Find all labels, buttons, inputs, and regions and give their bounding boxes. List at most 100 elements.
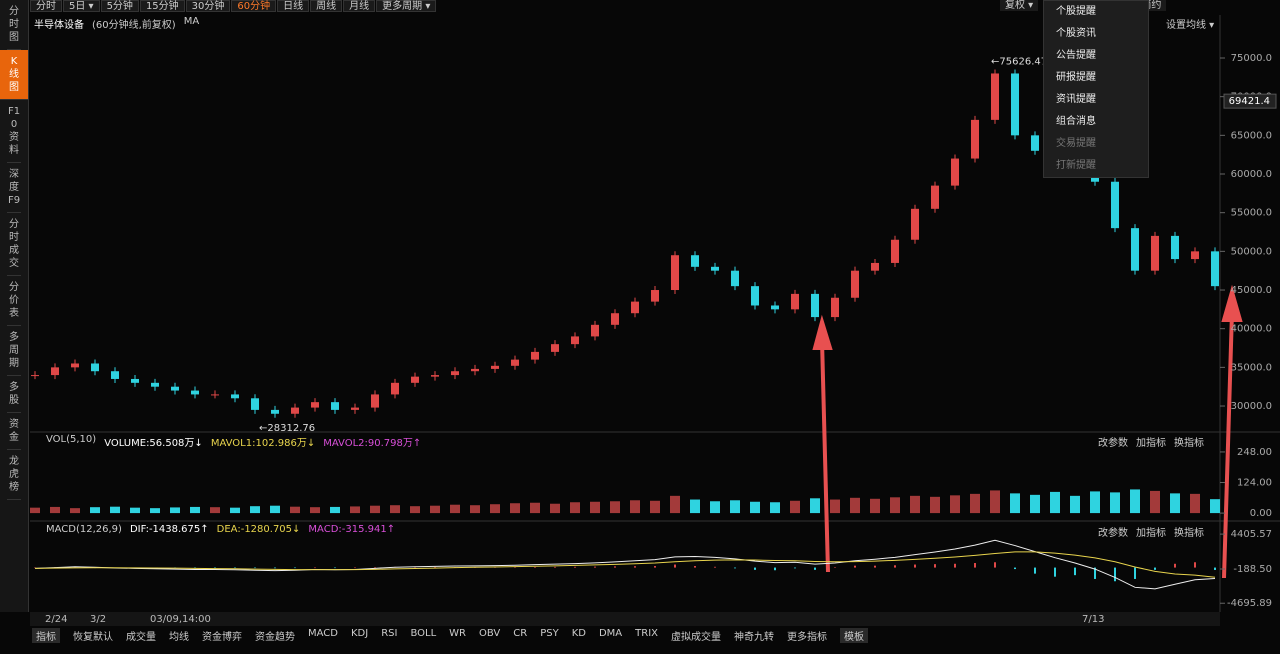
y-tick-label: 75000.0 (1231, 53, 1272, 64)
macd-bar (834, 567, 836, 568)
indicator-tab[interactable]: 神奇九转 (734, 632, 774, 643)
candle (391, 382, 399, 395)
menu-item[interactable]: 研报提醒 (1056, 72, 1096, 83)
candle (591, 324, 599, 337)
macd-bar (314, 567, 316, 569)
period-tab[interactable]: 月线 (343, 0, 376, 12)
candle (1191, 251, 1199, 260)
period-tab[interactable]: 5分钟 (100, 0, 139, 12)
sidebar-tab[interactable]: 分价表 (7, 276, 21, 326)
menu-item[interactable]: 公告提醒 (1056, 50, 1096, 61)
indicator-tab[interactable]: CR (513, 628, 528, 639)
volume-bar (110, 506, 120, 514)
last-price-box (1223, 93, 1277, 109)
volume-bar (1110, 492, 1120, 514)
panel-action[interactable]: 改参数 (1098, 438, 1128, 449)
sidebar-tab[interactable]: K线图 (0, 50, 28, 100)
menu-item[interactable]: 组合消息 (1056, 116, 1096, 127)
indicator-tab[interactable]: RSI (381, 628, 398, 639)
indicator-tab[interactable]: TRIX (635, 628, 658, 639)
volume-bar (270, 505, 280, 514)
indicator-tab[interactable]: 均线 (169, 632, 189, 643)
indicator-tab[interactable]: WR (449, 628, 466, 639)
macd-bar (334, 567, 336, 569)
candle (231, 394, 239, 399)
indicator-tab[interactable]: DMA (598, 628, 623, 639)
macd-bar (1034, 567, 1036, 574)
indicator-tab[interactable]: MACD (308, 628, 338, 639)
macd-bar (594, 566, 596, 568)
period-tab[interactable]: 60分钟 (231, 0, 277, 12)
panel-action[interactable]: 换指标 (1174, 438, 1204, 449)
period-tab[interactable]: 周线 (310, 0, 343, 12)
indicator-tab[interactable]: 资金博弈 (202, 632, 242, 643)
panel-action[interactable]: 改参数 (1098, 528, 1128, 539)
indicator-tab[interactable]: 更多指标 (787, 632, 827, 643)
volume-bar (970, 493, 980, 514)
candle (31, 375, 39, 377)
indicator-tab[interactable]: PSY (540, 628, 559, 639)
indicator-tab[interactable]: 指标 (32, 628, 60, 643)
chart-header: 半导体设备 (60分钟线,前复权) MA (34, 16, 199, 31)
indicator-value: MAVOL1:102.986万↓ (210, 438, 316, 449)
volume-bar (30, 507, 40, 514)
sidebar-tab[interactable]: 深度F9 (7, 163, 21, 213)
chart-mode: (60分钟线,前复权) (92, 20, 176, 31)
sidebar-tab[interactable]: 多股 (7, 376, 21, 413)
candle (1131, 228, 1139, 271)
macd-bar (714, 566, 716, 568)
candle (371, 394, 379, 408)
period-tab[interactable]: 分时 (30, 0, 62, 12)
high-label: ←75626.47 (991, 56, 1047, 67)
indicator-tab[interactable]: 虚拟成交量 (671, 632, 721, 643)
macd-bar (34, 567, 36, 569)
sidebar-tab[interactable]: 分时图 (7, 0, 21, 50)
period-tab[interactable]: 15分钟 (139, 0, 185, 12)
macd-bar (434, 567, 436, 568)
indicator-tab[interactable]: 资金趋势 (255, 632, 295, 643)
indicator-tab[interactable]: 模板 (840, 628, 868, 643)
indicator-tab[interactable]: 成交量 (126, 632, 156, 643)
period-tab[interactable]: 30分钟 (185, 0, 231, 12)
ma-label[interactable]: MA (183, 16, 200, 27)
sidebar-tab[interactable]: 多周期 (7, 326, 21, 376)
toolbar-button[interactable]: 复权 ▾ (1000, 0, 1039, 11)
volume-bar (1050, 491, 1060, 514)
panel-action[interactable]: 加指标 (1136, 528, 1166, 539)
candle (71, 363, 79, 368)
macd-bar (1154, 567, 1156, 570)
volume-bar (470, 505, 480, 514)
toolbar-button[interactable]: 简约 (1136, 0, 1167, 11)
macd-bar (1174, 563, 1176, 568)
indicator-tab[interactable]: KDJ (350, 628, 369, 639)
sidebar-tab[interactable]: F10资料 (7, 100, 21, 163)
menu-item[interactable]: 个股资讯 (1056, 28, 1096, 39)
menu-item[interactable]: 资讯提醒 (1056, 94, 1096, 105)
macd-bar (974, 563, 976, 568)
set-ma-label[interactable]: 设置均线 ▾ (1166, 20, 1215, 31)
macd-bar (514, 567, 516, 568)
sidebar-tab[interactable]: 分时成交 (7, 213, 21, 276)
macd-bar (294, 567, 296, 569)
period-tab[interactable]: 更多周期 ▾ (376, 0, 437, 12)
set-ma[interactable]: 设置均线 ▾ (1166, 16, 1214, 31)
y-tick-label: 4405.57 (1231, 529, 1272, 540)
period-tab[interactable]: 日线 (277, 0, 310, 12)
sidebar-tab[interactable]: 资金 (7, 413, 21, 450)
menu-item[interactable]: 打新提醒 (1056, 160, 1096, 171)
menu-item[interactable]: 交易提醒 (1056, 138, 1096, 149)
volume-bar (590, 501, 600, 514)
panel-action[interactable]: 换指标 (1174, 528, 1204, 539)
menu-item[interactable]: 个股提醒 (1056, 6, 1096, 17)
indicator-tab[interactable]: 恢复默认 (73, 632, 113, 643)
indicator-tab[interactable]: KD (571, 628, 586, 639)
indicator-tab[interactable]: OBV (479, 628, 501, 639)
indicator-tab[interactable]: BOLL (410, 628, 437, 639)
sidebar-tab[interactable]: 龙虎榜 (7, 450, 21, 500)
candle (831, 297, 839, 318)
y-tick-label: 124.00 (1237, 478, 1272, 489)
period-tab[interactable]: 5日 ▾ (63, 0, 100, 12)
panel-action[interactable]: 加指标 (1136, 438, 1166, 449)
candle (1171, 235, 1179, 260)
y-tick-label: -188.50 (1233, 564, 1272, 575)
